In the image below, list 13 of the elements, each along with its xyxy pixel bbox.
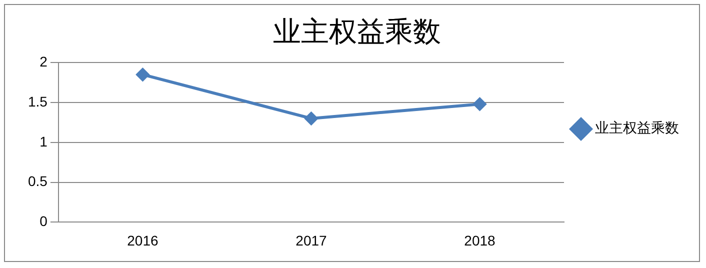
y-tick-label: 0: [40, 213, 48, 230]
y-tick-label: 1.5: [28, 93, 48, 110]
x-tick-label: 2017: [296, 232, 328, 248]
y-tick-label: 1: [40, 133, 48, 150]
y-tick-label: 2: [40, 53, 48, 70]
legend-label: 业主权益乘数: [595, 120, 679, 137]
chart-title: 业主权益乘数: [273, 15, 441, 48]
point: [304, 112, 318, 125]
point: [136, 68, 150, 82]
y-tick-label: 0.5: [28, 173, 48, 190]
point: [473, 98, 486, 111]
x-tick-label: 2018: [464, 232, 496, 248]
x-tick-label: 2016: [127, 232, 158, 248]
